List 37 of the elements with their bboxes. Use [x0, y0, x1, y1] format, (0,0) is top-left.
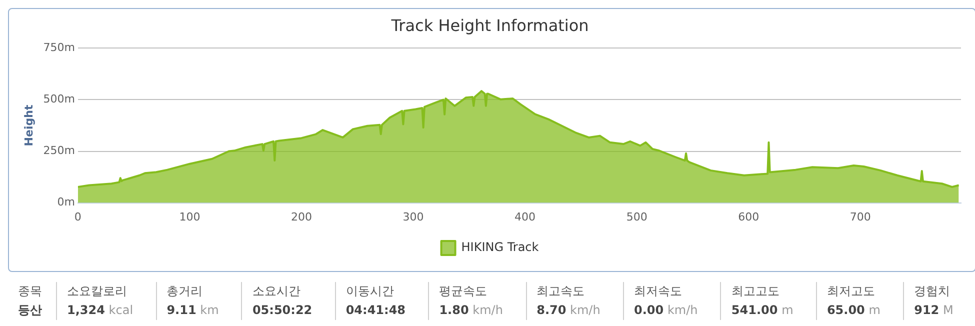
- category-label: 종목: [18, 283, 42, 300]
- y-axis-title: Height: [22, 104, 36, 146]
- text: 912 M: [914, 303, 954, 317]
- y-tick-label: 500m: [43, 92, 75, 106]
- x-tick-label: 300: [402, 210, 424, 224]
- category-label: 소요시간: [252, 283, 302, 300]
- category-label: 최저속도: [634, 283, 684, 300]
- text: 1,324 kcal: [67, 303, 134, 317]
- x-tick-label: 0: [74, 210, 82, 224]
- category-label: 총거리: [166, 283, 204, 300]
- text: 1.80 km/h: [439, 303, 503, 317]
- category-label: 최고속도: [536, 283, 586, 300]
- category-label: 경험치: [914, 283, 952, 300]
- x-tick-label: 400: [514, 210, 536, 224]
- text: 04:41:48: [346, 303, 406, 317]
- text: 05:50:22: [252, 303, 312, 317]
- category-label: 이동시간: [346, 283, 395, 300]
- y-tick-label: 0m: [57, 196, 75, 209]
- x-tick-label: 500: [626, 210, 648, 224]
- y-tick-label: 250m: [43, 144, 75, 158]
- text: 등산: [18, 303, 42, 317]
- x-tick-label: 700: [850, 210, 871, 224]
- x-tick-label: 200: [290, 210, 312, 224]
- category-label: 평균속도: [439, 283, 488, 300]
- y-tick-label: 750m: [43, 41, 75, 54]
- x-tick-label: 600: [738, 210, 760, 224]
- legend-label: HIKING Track: [461, 240, 539, 254]
- category-label: 최저고도: [826, 283, 876, 300]
- text: 65.00 m: [826, 303, 880, 317]
- x-tick-label: 100: [179, 210, 200, 224]
- text: 9.11 km: [166, 303, 219, 317]
- text: 8.70 km/h: [536, 303, 600, 317]
- text: 541.00 m: [731, 303, 794, 317]
- text: 0.00 km/h: [634, 303, 698, 317]
- category-label: 최고고도: [731, 283, 780, 300]
- chart-title: Track Height Information: [390, 16, 589, 35]
- category-label: 소요칼로리: [67, 283, 128, 300]
